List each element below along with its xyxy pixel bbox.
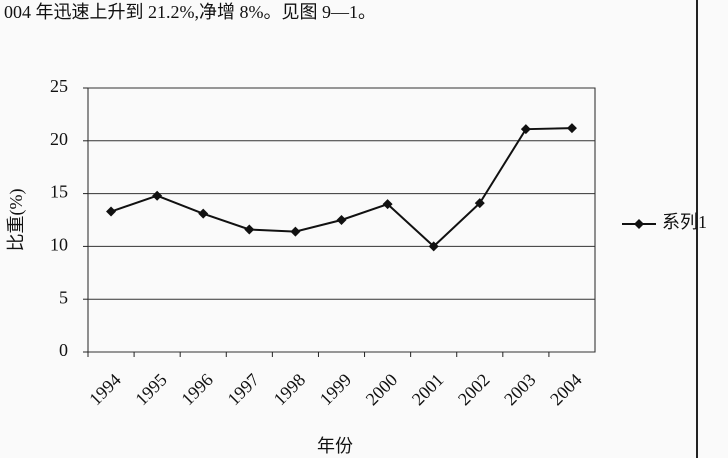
- marker: [382, 199, 393, 210]
- marker: [106, 206, 117, 217]
- marker: [244, 224, 255, 235]
- marker: [336, 215, 347, 225]
- marker: [634, 219, 644, 229]
- marker: [152, 190, 163, 201]
- marker: [566, 123, 577, 134]
- x-axis-label: 年份: [317, 436, 353, 456]
- y-tick-label: 20: [50, 129, 68, 149]
- marker: [290, 226, 301, 237]
- legend-label: 系列1: [662, 212, 707, 232]
- marker: [198, 208, 209, 219]
- y-tick-label: 25: [50, 76, 68, 96]
- marker: [520, 124, 531, 135]
- y-axis-label: 比重(%): [6, 189, 27, 252]
- marker: [428, 241, 439, 252]
- body-text: 004 年迅速上升到 21.2%,净增 8%。见图 9—1。: [4, 2, 376, 22]
- y-tick-label: 15: [50, 182, 68, 202]
- y-tick-label: 0: [59, 340, 68, 360]
- y-tick-label: 10: [50, 235, 68, 255]
- marker: [474, 198, 485, 209]
- y-tick-label: 5: [59, 287, 68, 307]
